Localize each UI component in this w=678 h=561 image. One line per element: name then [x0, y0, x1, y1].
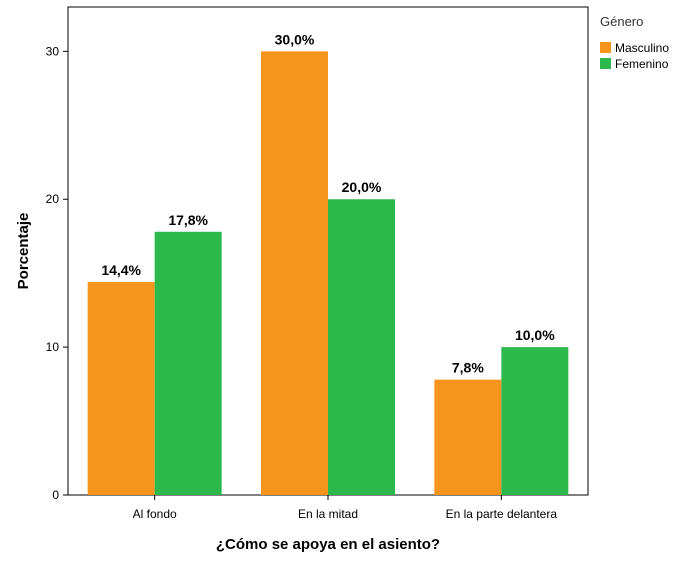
- legend-label-masculino: Masculino: [615, 41, 669, 55]
- legend-label-femenino: Femenino: [615, 57, 669, 71]
- legend-title: Género: [600, 14, 643, 29]
- data-label: 7,8%: [452, 360, 484, 376]
- data-label: 30,0%: [275, 31, 315, 47]
- legend: Género Masculino Femenino: [600, 14, 669, 71]
- data-label: 20,0%: [342, 179, 382, 195]
- data-label: 17,8%: [168, 212, 208, 228]
- legend-swatch-femenino: [600, 58, 611, 69]
- bar-masculino-1: [87, 282, 155, 495]
- y-tick-label: 30: [46, 44, 60, 58]
- y-tick-label: 10: [46, 340, 60, 354]
- y-axis-label: Porcentaje: [15, 213, 32, 290]
- legend-swatch-masculino: [600, 42, 611, 53]
- x-axis: Al fondo En la mitad En la parte delantera: [133, 495, 558, 521]
- x-tick-label: En la mitad: [298, 507, 358, 521]
- x-tick-label: Al fondo: [133, 507, 177, 521]
- bar-femenino-1: [154, 231, 222, 495]
- bars-layer: 14,4% 17,8% 30,0% 20,0% 7,8% 10,0%: [87, 31, 569, 495]
- data-label: 14,4%: [101, 262, 141, 278]
- y-tick-label: 0: [52, 488, 59, 502]
- bar-femenino-3: [501, 347, 569, 495]
- bar-masculino-3: [434, 379, 502, 495]
- bar-femenino-2: [328, 199, 395, 495]
- data-label: 10,0%: [515, 327, 555, 343]
- x-tick-label: En la parte delantera: [446, 507, 558, 521]
- y-tick-label: 20: [46, 192, 60, 206]
- bar-masculino-2: [261, 51, 328, 495]
- x-axis-label: ¿Cómo se apoya en el asiento?: [216, 536, 440, 553]
- y-axis: 0 10 20 30: [46, 44, 68, 502]
